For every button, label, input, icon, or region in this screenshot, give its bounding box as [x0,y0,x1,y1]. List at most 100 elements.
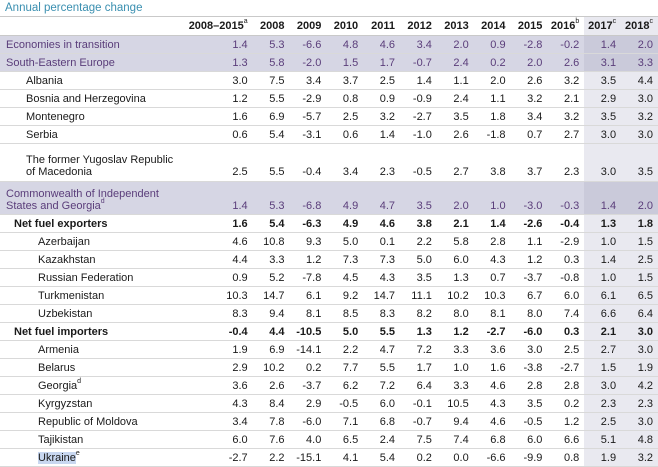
value-cell: 10.2 [252,358,290,377]
value-cell: 5.4 [363,448,401,467]
value-cell: 9.2 [326,286,364,305]
value-cell: 2.6 [510,71,548,90]
value-cell: 6.1 [289,286,327,305]
value-cell: 2.9 [584,89,622,108]
value-cell: 1.6 [170,214,253,233]
value-cell: 4.8 [621,430,658,449]
value-cell: 4.0 [289,430,327,449]
value-cell: 3.8 [473,143,511,182]
value-cell: 3.0 [621,322,658,341]
value-cell: 0.8 [547,448,585,467]
value-cell: 6.9 [252,340,290,359]
value-cell: -2.7 [400,107,437,126]
value-cell: 4.6 [473,376,511,395]
value-cell: 1.4 [584,181,622,215]
row-label: Net fuel importers [0,322,171,341]
value-cell: 4.3 [473,250,511,269]
value-cell: 1.5 [621,268,658,287]
value-cell: 2.5 [584,412,622,431]
value-cell: 1.9 [170,340,253,359]
value-cell: 2.8 [473,232,511,251]
value-cell: 2.3 [584,394,622,413]
value-cell: 3.7 [326,71,364,90]
value-cell: 8.1 [473,304,511,323]
value-cell: -7.8 [289,268,327,287]
value-cell: 1.5 [621,232,658,251]
value-cell: 4.7 [363,181,401,215]
value-cell: 8.5 [326,304,364,323]
value-cell: -0.7 [400,412,437,431]
growth-table: 2008–2015a 2008 2009 2010 2011 2012 2013 2014 20… [0,16,658,467]
value-cell: 2.8 [547,376,585,395]
value-cell: 3.0 [584,125,622,144]
value-cell: 1.3 [584,214,622,233]
value-cell: 7.6 [252,430,290,449]
column-header: 2009 [289,16,327,36]
value-cell: 3.3 [436,376,474,395]
table-row: Turkmenistan 10.3 14.7 6.1 9.2 14.7 11.1 10.2 10… [0,286,658,305]
value-cell: 8.1 [289,304,327,323]
value-cell: 3.4 [170,412,253,431]
table-row: Azerbaijan 4.6 10.8 9.3 5.0 0.1 2.2 5.8 2.8 1.1 -2… [0,232,658,251]
value-cell: 10.8 [252,232,290,251]
value-cell: 2.5 [547,340,585,359]
value-cell: -6.0 [510,322,548,341]
value-cell: 1.0 [584,268,622,287]
value-cell: 1.1 [510,232,548,251]
value-cell: 5.5 [252,89,290,108]
value-cell: 1.2 [547,412,585,431]
value-cell: 5.4 [252,214,290,233]
value-cell: 6.8 [363,412,401,431]
value-cell: 2.0 [473,71,511,90]
value-cell: 8.0 [436,304,474,323]
value-cell: 1.2 [436,322,474,341]
value-cell: 4.9 [326,214,364,233]
value-cell: -9.9 [510,448,548,467]
value-cell: 5.2 [252,268,290,287]
value-cell: 6.6 [584,304,622,323]
value-cell: 3.6 [473,340,511,359]
column-header: 2014 [473,16,511,36]
value-cell: 1.2 [289,250,327,269]
column-header: 2011 [363,16,401,36]
value-cell: 4.3 [473,394,511,413]
value-cell: 6.1 [584,286,622,305]
value-cell: 3.0 [510,340,548,359]
value-cell: 3.5 [400,181,437,215]
value-cell: 6.4 [621,304,658,323]
value-cell: 1.9 [584,448,622,467]
value-cell: 11.1 [400,286,437,305]
value-cell: 14.7 [363,286,401,305]
value-cell: 4.1 [326,448,364,467]
value-cell: 3.0 [584,376,622,395]
value-cell: 2.7 [436,143,474,182]
value-cell: 2.5 [621,250,658,269]
column-header: 2013 [436,16,474,36]
row-label: Republic of Moldova [0,412,171,431]
table-row: Kyrgyzstan 4.3 8.4 2.9 -0.5 6.0 -0.1 10.5 4.3 3.5… [0,394,658,413]
value-cell: 3.2 [547,107,585,126]
column-header: 2017c [584,16,622,36]
value-cell: 3.7 [510,143,548,182]
row-label: Georgiad [0,376,171,395]
table-row: Republic of Moldova 3.4 7.8 -6.0 7.1 6.8 -0.7 9… [0,412,658,431]
value-cell: 2.1 [547,89,585,108]
value-cell: 2.0 [621,35,658,54]
value-cell: 7.4 [547,304,585,323]
table-row: Tajikistan 6.0 7.6 4.0 6.5 2.4 7.5 7.4 6.8 6.0 6.6… [0,430,658,449]
value-cell: 8.3 [363,304,401,323]
row-label: Bosnia and Herzegovina [0,89,171,108]
value-cell: -3.8 [510,358,548,377]
column-header: 2016b [547,16,585,36]
value-cell: 3.8 [400,214,437,233]
header-label-blank [0,16,171,36]
value-cell: -0.5 [326,394,364,413]
value-cell: 3.4 [289,71,327,90]
value-cell: 1.7 [400,358,437,377]
row-label: Russian Federation [0,268,171,287]
row-label: Montenegro [0,107,171,126]
value-cell: 2.8 [510,376,548,395]
value-cell: 4.5 [326,268,364,287]
value-cell: 3.3 [621,53,658,72]
value-cell: 2.2 [326,340,364,359]
